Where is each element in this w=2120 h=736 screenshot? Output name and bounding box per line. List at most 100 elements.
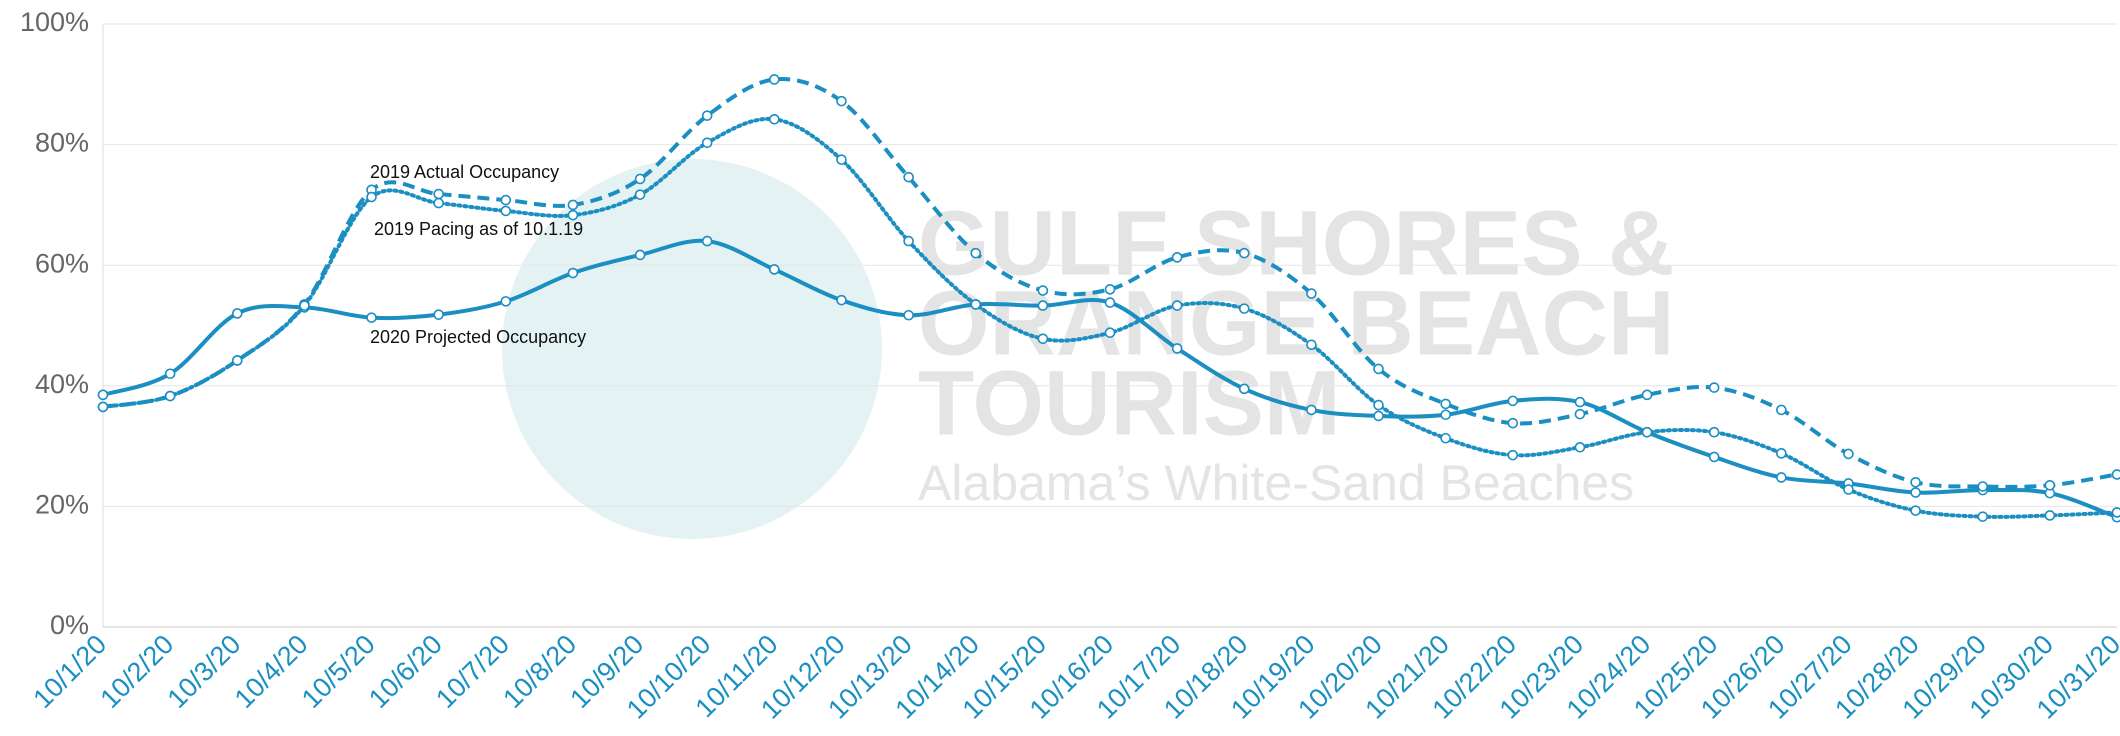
point (770, 115, 779, 124)
y-tick-label: 20% (35, 490, 89, 520)
point (1844, 449, 1853, 458)
point (1240, 384, 1249, 393)
point (770, 75, 779, 84)
point (703, 237, 712, 246)
point (971, 249, 980, 258)
point (1575, 410, 1584, 419)
point (99, 402, 108, 411)
y-tick-label: 80% (35, 128, 89, 158)
point (99, 390, 108, 399)
point (1710, 452, 1719, 461)
point (1106, 328, 1115, 337)
x-tick-label: 10/6/20 (363, 629, 448, 714)
y-tick-label: 40% (35, 369, 89, 399)
point (1441, 410, 1450, 419)
point (1844, 485, 1853, 494)
point (501, 297, 510, 306)
point (1307, 405, 1316, 414)
x-tick-label: 10/3/20 (162, 629, 247, 714)
point (636, 174, 645, 183)
point (300, 301, 309, 310)
x-tick-label: 10/7/20 (430, 629, 515, 714)
point (568, 269, 577, 278)
point (501, 196, 510, 205)
y-tick-label: 100% (20, 7, 89, 37)
point (1978, 482, 1987, 491)
point (1307, 340, 1316, 349)
x-tick-label: 10/4/20 (229, 629, 314, 714)
point (636, 190, 645, 199)
point (1508, 396, 1517, 405)
point (1575, 398, 1584, 407)
point (1441, 399, 1450, 408)
series-annotation: 2020 Projected Occupancy (370, 327, 586, 347)
point (1911, 488, 1920, 497)
point (1173, 344, 1182, 353)
point (1374, 401, 1383, 410)
point (703, 111, 712, 120)
series-annotation: 2019 Pacing as of 10.1.19 (374, 219, 583, 239)
point (501, 206, 510, 215)
point (1777, 405, 1786, 414)
point (1374, 364, 1383, 373)
point (568, 200, 577, 209)
y-tick-label: 60% (35, 248, 89, 278)
point (434, 190, 443, 199)
point (1038, 286, 1047, 295)
series-annotation: 2019 Actual Occupancy (370, 162, 559, 182)
point (1911, 478, 1920, 487)
point (904, 237, 913, 246)
point (1911, 506, 1920, 515)
point (1173, 301, 1182, 310)
point (904, 311, 913, 320)
point (367, 313, 376, 322)
x-tick-label: 10/8/20 (497, 629, 582, 714)
point (2045, 481, 2054, 490)
point (1575, 443, 1584, 452)
point (837, 155, 846, 164)
point (1173, 253, 1182, 262)
point (1643, 428, 1652, 437)
point (233, 356, 242, 365)
point (837, 296, 846, 305)
point (971, 300, 980, 309)
point (1710, 383, 1719, 392)
watermark: GULF SHORES & ORANGE BEACH TOURISM Alaba… (502, 159, 1674, 539)
point (166, 392, 175, 401)
point (1106, 298, 1115, 307)
point (166, 369, 175, 378)
point (1038, 301, 1047, 310)
point (1777, 473, 1786, 482)
point (770, 265, 779, 274)
point (1508, 419, 1517, 428)
point (367, 193, 376, 202)
point (1777, 449, 1786, 458)
point (2113, 470, 2120, 479)
point (1710, 428, 1719, 437)
x-tick-label: 10/1/20 (27, 629, 112, 714)
point (636, 250, 645, 259)
point (1374, 411, 1383, 420)
point (233, 309, 242, 318)
point (1978, 512, 1987, 521)
watermark-tagline: Alabama’s White-Sand Beaches (918, 455, 1634, 511)
chart: GULF SHORES & ORANGE BEACH TOURISM Alaba… (0, 0, 2120, 736)
point (1038, 334, 1047, 343)
page: {"chart_data": {"type": "line", "waterma… (0, 0, 2120, 736)
point (434, 310, 443, 319)
point (837, 97, 846, 106)
point (1240, 304, 1249, 313)
point (2113, 508, 2120, 517)
point (1307, 289, 1316, 298)
point (434, 199, 443, 208)
point (1508, 451, 1517, 460)
point (1240, 249, 1249, 258)
point (2045, 511, 2054, 520)
x-tick-label: 10/2/20 (94, 629, 179, 714)
point (904, 173, 913, 182)
point (1441, 434, 1450, 443)
point (1106, 285, 1115, 294)
point (703, 138, 712, 147)
x-tick-label: 10/5/20 (296, 629, 381, 714)
point (1643, 390, 1652, 399)
